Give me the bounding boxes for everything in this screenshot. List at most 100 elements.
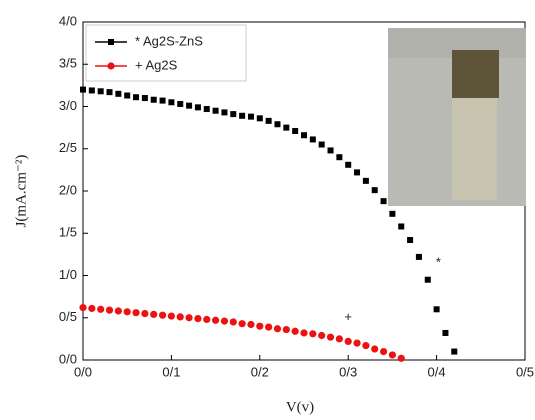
data-point bbox=[247, 320, 255, 329]
data-point bbox=[115, 90, 122, 97]
x-tick-label: 0/5 bbox=[516, 364, 534, 379]
data-point bbox=[247, 113, 254, 120]
data-point bbox=[88, 87, 95, 94]
data-point bbox=[194, 104, 201, 111]
data-point bbox=[335, 335, 343, 343]
data-point bbox=[415, 253, 422, 260]
annotation: + bbox=[344, 309, 352, 324]
y-tick-label: 1/0 bbox=[59, 267, 77, 282]
data-point bbox=[362, 177, 369, 184]
x-tick-label: 0/1 bbox=[162, 364, 180, 379]
data-point bbox=[158, 311, 167, 319]
data-point bbox=[291, 327, 299, 335]
x-axis-label: V(v) bbox=[286, 399, 314, 415]
data-point bbox=[186, 102, 193, 109]
data-point bbox=[371, 345, 379, 353]
data-point bbox=[318, 141, 325, 148]
data-point bbox=[132, 309, 140, 317]
data-point bbox=[106, 89, 113, 96]
y-axis-label: J(mA.cm⁻²) bbox=[13, 155, 29, 228]
data-point bbox=[389, 210, 396, 217]
data-point bbox=[150, 310, 158, 318]
data-point bbox=[353, 339, 361, 347]
data-point bbox=[407, 237, 414, 244]
data-point bbox=[97, 88, 104, 95]
photo-sample bbox=[452, 50, 499, 98]
data-point bbox=[451, 348, 458, 355]
y-tick-label: 0/5 bbox=[59, 309, 77, 324]
data-point bbox=[354, 169, 361, 176]
data-point bbox=[194, 314, 202, 323]
data-point bbox=[141, 95, 148, 102]
x-tick-label: 0/3 bbox=[339, 364, 357, 379]
data-point bbox=[79, 304, 87, 312]
data-point bbox=[433, 306, 440, 313]
legend-label: + Ag2S bbox=[135, 57, 178, 72]
data-point bbox=[168, 99, 175, 106]
y-tick-label: 2/0 bbox=[59, 182, 77, 197]
data-point bbox=[388, 351, 396, 359]
x-tick-label: 0/0 bbox=[74, 364, 92, 379]
data-point bbox=[442, 329, 449, 336]
data-point bbox=[212, 316, 220, 324]
data-point bbox=[220, 317, 229, 325]
data-point bbox=[123, 308, 131, 316]
data-point bbox=[97, 305, 105, 313]
data-point bbox=[203, 315, 211, 324]
data-point bbox=[345, 161, 352, 168]
data-point bbox=[344, 337, 352, 346]
data-point bbox=[177, 100, 184, 107]
y-tick-label: 3/0 bbox=[59, 98, 77, 113]
data-point bbox=[256, 115, 263, 122]
data-point bbox=[379, 347, 388, 356]
data-point bbox=[301, 132, 307, 139]
data-point bbox=[230, 111, 237, 118]
y-tick-label: 3/5 bbox=[59, 56, 77, 71]
data-point bbox=[133, 94, 140, 101]
data-point bbox=[327, 147, 334, 154]
legend-marker bbox=[107, 62, 115, 70]
data-point bbox=[239, 112, 246, 119]
photo-inset bbox=[388, 28, 526, 206]
data-point bbox=[292, 128, 299, 135]
data-point bbox=[326, 333, 335, 341]
data-point bbox=[88, 304, 96, 313]
data-point bbox=[124, 92, 131, 99]
data-point bbox=[114, 307, 122, 315]
data-point bbox=[203, 106, 210, 113]
data-point bbox=[256, 322, 264, 330]
data-point bbox=[318, 331, 326, 340]
data-point bbox=[221, 109, 228, 116]
data-point bbox=[309, 330, 317, 338]
data-point bbox=[398, 223, 405, 230]
legend-marker bbox=[108, 39, 114, 45]
data-point bbox=[282, 325, 290, 334]
data-point bbox=[150, 96, 157, 103]
data-point bbox=[274, 121, 281, 128]
data-point bbox=[265, 117, 272, 124]
data-point bbox=[229, 318, 237, 326]
legend-box bbox=[85, 24, 247, 82]
data-point bbox=[424, 276, 431, 283]
data-point bbox=[309, 136, 316, 143]
data-point bbox=[300, 329, 308, 337]
data-point bbox=[380, 198, 387, 205]
data-point bbox=[283, 124, 290, 131]
x-tick-label: 0/4 bbox=[428, 364, 446, 379]
data-point bbox=[185, 314, 193, 322]
y-tick-label: 2/5 bbox=[59, 140, 77, 155]
data-point bbox=[80, 86, 86, 93]
data-point bbox=[141, 309, 149, 318]
data-point bbox=[397, 354, 405, 362]
data-point bbox=[371, 187, 378, 194]
data-point bbox=[159, 97, 166, 104]
data-point bbox=[362, 342, 370, 350]
data-point bbox=[336, 154, 343, 161]
data-point bbox=[273, 325, 282, 333]
data-point bbox=[212, 107, 219, 114]
data-point bbox=[238, 320, 246, 328]
x-tick-label: 0/2 bbox=[251, 364, 269, 379]
annotation: * bbox=[436, 254, 441, 269]
data-point bbox=[265, 323, 273, 331]
